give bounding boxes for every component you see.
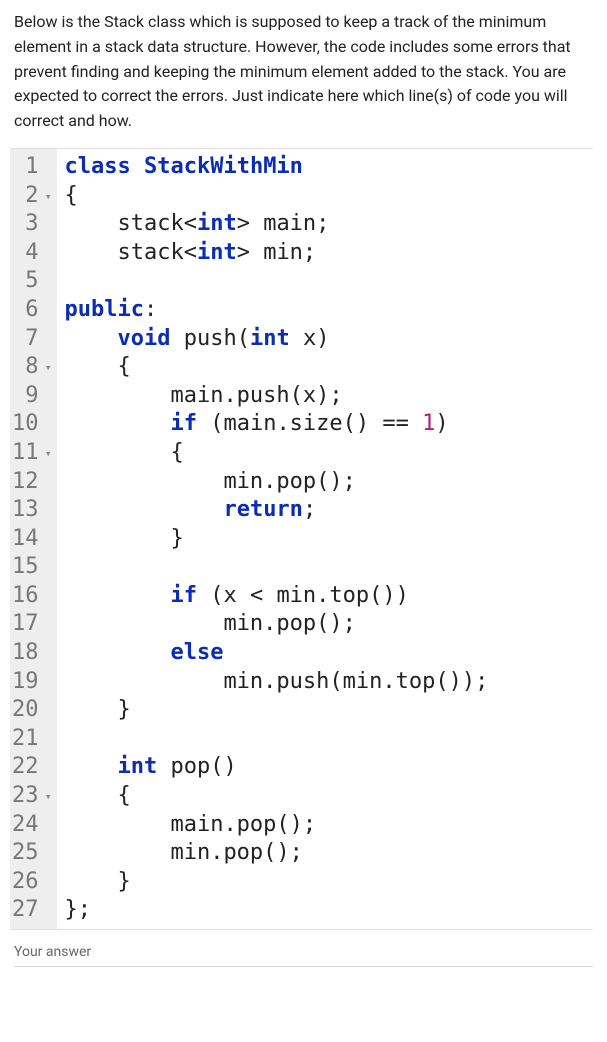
- code-line: public:: [65, 296, 489, 325]
- line-number: 1: [12, 153, 51, 182]
- line-number: 24: [12, 811, 51, 840]
- line-number: 10: [12, 410, 51, 439]
- code-line: int pop(): [65, 753, 489, 782]
- code-line: return;: [65, 496, 489, 525]
- code-line: {: [65, 353, 489, 382]
- line-number: 11: [12, 439, 51, 468]
- code-line: min.push(min.top());: [65, 668, 489, 697]
- code-line: min.pop();: [65, 610, 489, 639]
- line-number: 23: [12, 782, 51, 811]
- line-number: 18: [12, 639, 51, 668]
- code-line: {: [65, 782, 489, 811]
- line-number: 16: [12, 582, 51, 611]
- line-number: 15: [12, 553, 51, 582]
- answer-label: Your answer: [14, 944, 593, 967]
- line-number: 2: [12, 182, 51, 211]
- code-line: }: [65, 525, 489, 554]
- line-number: 17: [12, 610, 51, 639]
- line-number: 21: [12, 725, 51, 754]
- line-number: 27: [12, 896, 51, 925]
- code-line: else: [65, 639, 489, 668]
- code-line: [65, 725, 489, 754]
- line-number: 7: [12, 325, 51, 354]
- code-line: min.pop();: [65, 468, 489, 497]
- line-number: 4: [12, 239, 51, 268]
- code-line: if (x < min.top()): [65, 582, 489, 611]
- code-block: 1234567891011121314151617181920212223242…: [10, 148, 593, 930]
- code-line: stack<int> main;: [65, 210, 489, 239]
- code-line: };: [65, 896, 489, 925]
- line-number: 6: [12, 296, 51, 325]
- line-number: 20: [12, 696, 51, 725]
- line-number: 25: [12, 839, 51, 868]
- line-number: 22: [12, 753, 51, 782]
- code-line: }: [65, 696, 489, 725]
- line-number: 12: [12, 468, 51, 497]
- code-line: stack<int> min;: [65, 239, 489, 268]
- line-number: 26: [12, 868, 51, 897]
- code-line: class StackWithMin: [65, 153, 489, 182]
- code-line: if (main.size() == 1): [65, 410, 489, 439]
- code-line: min.pop();: [65, 839, 489, 868]
- code-line: [65, 553, 489, 582]
- code-line: }: [65, 868, 489, 897]
- code-line: [65, 267, 489, 296]
- code-line: {: [65, 182, 489, 211]
- question-text: Below is the Stack class which is suppos…: [14, 10, 593, 134]
- line-number: 3: [12, 210, 51, 239]
- code-content: class StackWithMin{ stack<int> main; sta…: [57, 149, 489, 929]
- line-number: 9: [12, 382, 51, 411]
- code-line: {: [65, 439, 489, 468]
- code-line: main.push(x);: [65, 382, 489, 411]
- line-number: 13: [12, 496, 51, 525]
- line-number: 19: [12, 668, 51, 697]
- code-line: void push(int x): [65, 325, 489, 354]
- line-number-gutter: 1234567891011121314151617181920212223242…: [10, 149, 57, 929]
- line-number: 8: [12, 353, 51, 382]
- line-number: 5: [12, 267, 51, 296]
- line-number: 14: [12, 525, 51, 554]
- code-line: main.pop();: [65, 811, 489, 840]
